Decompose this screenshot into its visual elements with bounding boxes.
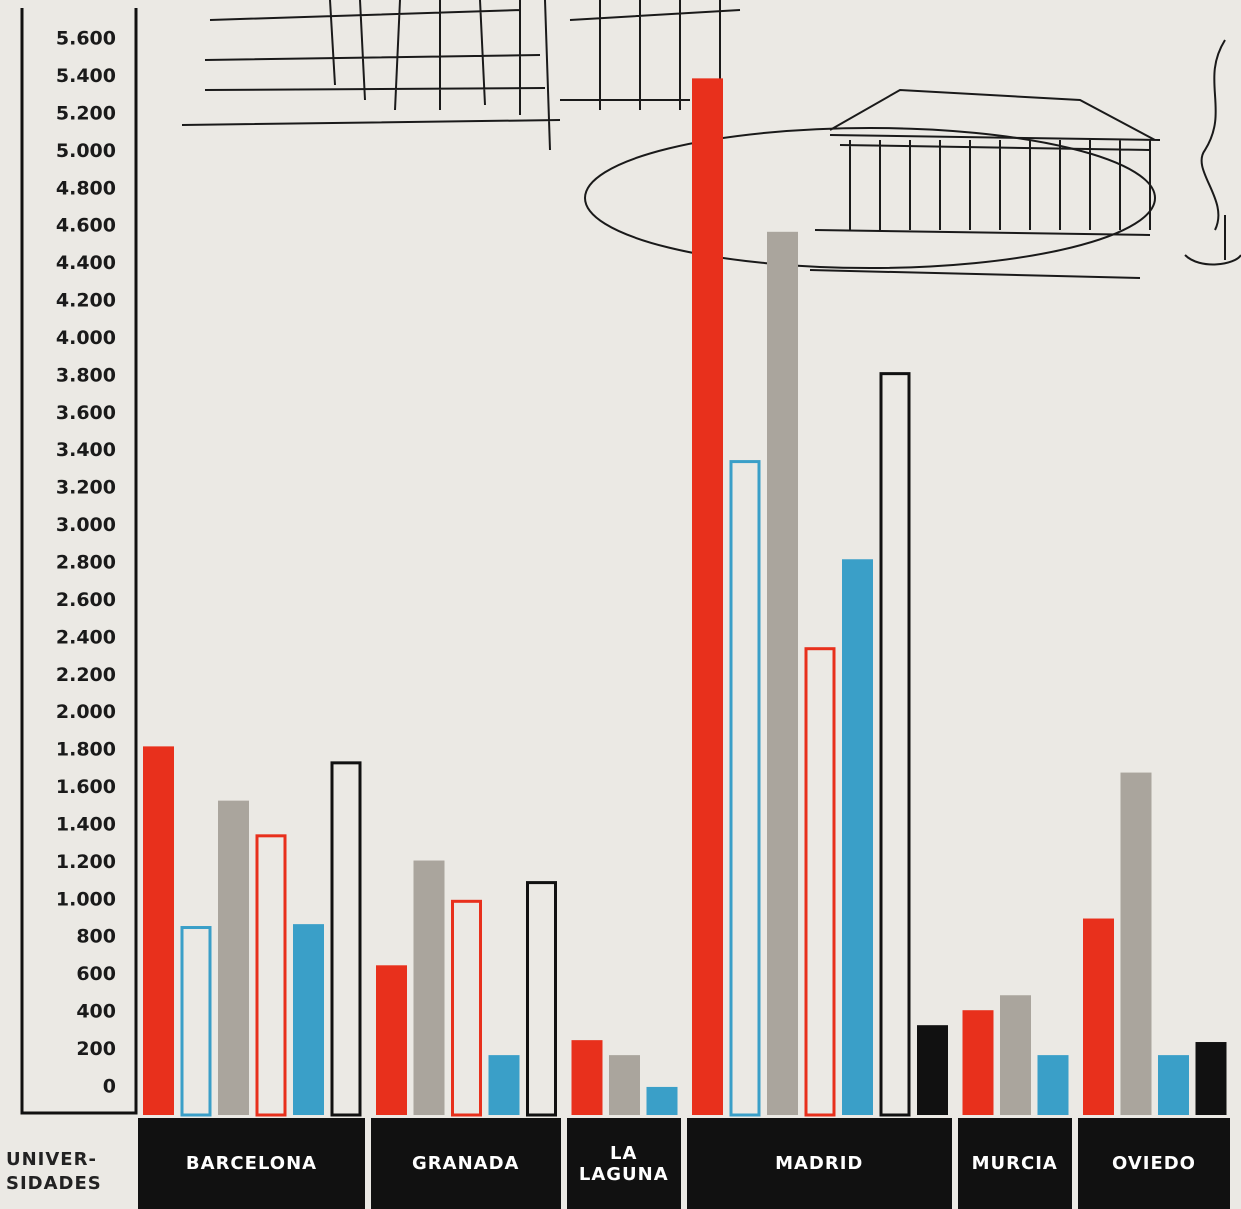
y-tick-label: 4.400 [56,252,116,274]
category-label: GRANADA [371,1118,561,1209]
bar [962,1010,994,1115]
y-tick-label: 600 [76,963,116,985]
category-label: LA LAGUNA [566,1118,681,1209]
y-tick-label: 1.000 [56,888,116,910]
bar [376,965,407,1115]
y-tick-label: 1.800 [56,739,116,761]
bar [180,926,212,1117]
category-label: MURCIA [957,1118,1072,1209]
x-axis-label: UNIVER- SIDADES [6,1148,102,1196]
y-tick-label: 2.400 [56,626,116,648]
y-tick-label: 200 [76,1038,116,1060]
y-tick-label: 3.400 [56,439,116,461]
y-tick-label: 2.200 [56,664,116,686]
bar [917,1025,948,1115]
bar [488,1055,520,1115]
x-axis-label-text: UNIVER- SIDADES [6,1149,102,1194]
y-tick-label: 4.800 [56,177,116,199]
bar [1195,1042,1227,1115]
bar [218,800,249,1115]
category-text: LA LAGUNA [578,1142,669,1185]
bar [842,559,873,1115]
category-label: MADRID [687,1118,952,1209]
y-tick-label: 3.800 [56,364,116,386]
bar [413,860,445,1115]
y-tick-label: 0 [103,1075,116,1097]
y-tick-label: 800 [76,926,116,948]
bar [1158,1055,1189,1115]
y-tick-label: 5.400 [56,65,116,87]
bar [609,1055,640,1115]
y-tick-label: 2.800 [56,552,116,574]
bar [293,924,324,1115]
bar [1000,995,1031,1115]
category-text: GRANADA [412,1153,520,1174]
y-tick-label: 1.600 [56,776,116,798]
y-tick-label: 5.200 [56,102,116,124]
y-tick-label: 4.200 [56,290,116,312]
bar [571,1040,603,1115]
category-label: BARCELONA [138,1118,365,1209]
y-tick-label: 4.600 [56,215,116,237]
bar [1083,918,1114,1115]
category-text: BARCELONA [185,1153,318,1174]
bar [767,231,798,1116]
category-text: MURCIA [971,1153,1058,1174]
bar [729,460,761,1117]
category-text: OVIEDO [1112,1153,1196,1174]
y-tick-label: 4.000 [56,327,116,349]
sketch [181,0,1241,279]
bar [646,1086,678,1115]
bar [255,834,287,1117]
category-text: MADRID [775,1153,864,1174]
bar [879,372,911,1117]
y-tick-label: 2.600 [56,589,116,611]
y-tick-label: 5.600 [56,28,116,50]
y-axis-frame [20,8,138,1115]
y-tick-label: 5.000 [56,140,116,162]
y-tick-label: 1.200 [56,851,116,873]
y-tick-label: 3.200 [56,477,116,499]
bar [451,899,482,1117]
bar [1120,772,1152,1115]
bar [143,746,174,1115]
y-tick-label: 2.000 [56,701,116,723]
y-tick-label: 1.400 [56,813,116,835]
bar [330,761,362,1117]
y-tick-label: 3.600 [56,402,116,424]
bar [1037,1055,1069,1115]
y-tick-label: 400 [76,1001,116,1023]
bar [804,647,836,1117]
bar [692,78,723,1116]
category-label: OVIEDO [1078,1118,1230,1209]
bar [526,881,557,1117]
y-tick-label: 3.000 [56,514,116,536]
